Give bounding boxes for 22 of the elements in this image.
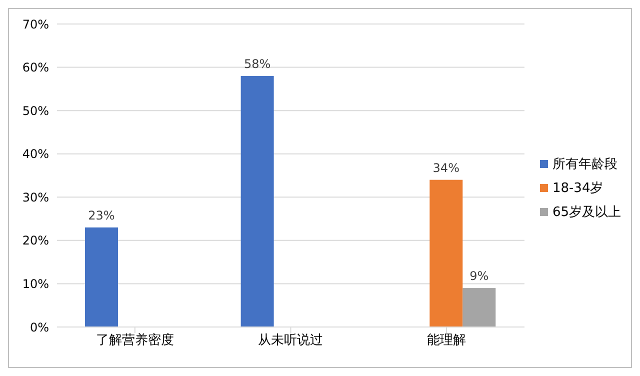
y-tick-label: 50% — [22, 104, 49, 118]
bar — [85, 227, 118, 327]
data-label: 9% — [470, 269, 489, 284]
legend-label: 18-34岁 — [552, 180, 604, 197]
y-tick-label: 40% — [22, 147, 49, 162]
y-tick-label: 10% — [22, 276, 49, 291]
data-label: 58% — [244, 56, 271, 71]
y-tick-label: 30% — [22, 190, 49, 204]
bar — [462, 288, 496, 327]
y-tick-label: 0% — [30, 320, 49, 334]
x-tick-label: 了解营养密度 — [96, 332, 174, 348]
data-label: 23% — [88, 208, 115, 222]
x-tick-label: 能理解 — [427, 333, 466, 348]
y-tick-label: 20% — [22, 234, 49, 248]
legend-label: 所有年龄段 — [552, 156, 618, 173]
legend-label: 65岁及以上 — [552, 204, 621, 221]
bar — [430, 180, 463, 327]
y-tick-label: 60% — [22, 60, 49, 75]
y-tick-label: 70% — [22, 17, 49, 32]
data-label: 34% — [432, 160, 460, 175]
bar — [240, 76, 274, 327]
x-tick-label: 从未听说过 — [258, 333, 324, 348]
